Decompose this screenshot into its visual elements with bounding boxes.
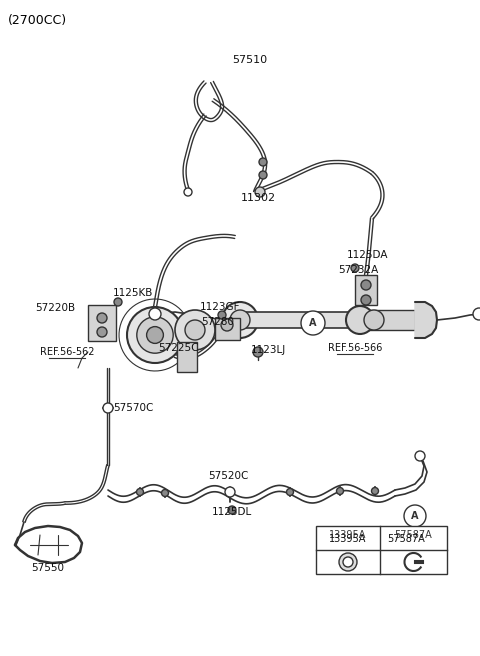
Bar [316,526,447,574]
Circle shape [225,487,235,497]
Text: REF.56-566: REF.56-566 [328,343,382,353]
Text: 13395A: 13395A [329,534,367,544]
Text: A: A [411,511,419,521]
Text: 57587A: 57587A [387,534,425,544]
Text: 57232A: 57232A [338,265,378,275]
Bar [88,305,116,341]
Circle shape [351,264,359,272]
Circle shape [346,306,374,334]
Circle shape [259,171,267,179]
Text: (2700CC): (2700CC) [8,14,67,27]
Circle shape [136,489,144,495]
Circle shape [97,313,107,323]
Circle shape [253,347,263,357]
Circle shape [97,327,107,337]
Text: REF.56-562: REF.56-562 [40,347,94,357]
Circle shape [343,557,353,567]
Text: 57587A: 57587A [395,530,432,540]
Circle shape [228,506,236,514]
Circle shape [221,319,233,331]
Circle shape [146,327,163,343]
Bar [177,342,197,372]
Circle shape [137,317,173,353]
Circle shape [287,489,293,495]
Text: 57220B: 57220B [35,303,75,313]
Circle shape [114,298,122,306]
Text: 57225C: 57225C [158,343,198,353]
Text: 11302: 11302 [240,193,276,203]
Circle shape [339,553,357,571]
Text: 57570C: 57570C [113,403,153,413]
Circle shape [473,308,480,320]
Bar [355,275,377,305]
Circle shape [184,188,192,196]
Text: 1125KB: 1125KB [113,288,153,298]
Bar [360,310,415,330]
Circle shape [149,308,161,320]
Circle shape [361,280,371,290]
Circle shape [255,187,265,197]
Circle shape [185,320,205,340]
Circle shape [301,311,325,335]
Circle shape [230,310,250,330]
Circle shape [372,487,379,495]
Circle shape [218,311,226,319]
Circle shape [161,489,168,497]
Text: 13395A: 13395A [329,530,367,540]
Text: 1123GF: 1123GF [200,302,240,312]
Circle shape [103,403,113,413]
Text: 1125DA: 1125DA [347,250,389,260]
Text: 57510: 57510 [232,55,267,65]
Circle shape [415,451,425,461]
Bar [240,312,360,328]
Polygon shape [415,302,437,338]
Text: 1123LJ: 1123LJ [251,345,286,355]
Circle shape [336,487,344,495]
Circle shape [127,307,183,363]
Bar [215,318,240,340]
Circle shape [259,158,267,166]
Text: 57550: 57550 [32,563,64,573]
Circle shape [364,310,384,330]
Circle shape [222,302,258,338]
Circle shape [404,505,426,527]
Circle shape [175,310,215,350]
Text: A: A [309,318,317,328]
Text: 1125DL: 1125DL [212,507,252,517]
Text: 57280: 57280 [202,317,235,327]
Circle shape [361,295,371,305]
Text: 57520C: 57520C [208,471,248,481]
